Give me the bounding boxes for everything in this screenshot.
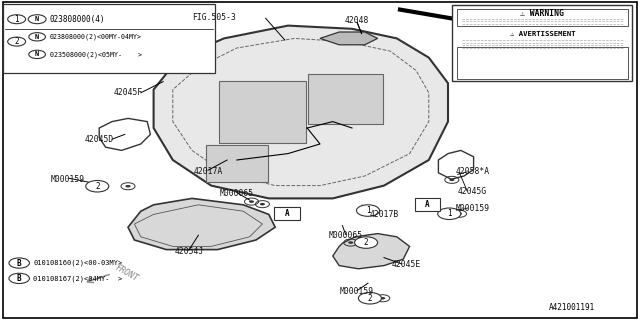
- Circle shape: [356, 205, 380, 216]
- Text: M000065: M000065: [328, 231, 363, 240]
- FancyBboxPatch shape: [457, 9, 628, 26]
- Circle shape: [380, 297, 385, 300]
- Text: 023808000(4): 023808000(4): [50, 15, 106, 24]
- Text: 010108167(2)<04MY-  >: 010108167(2)<04MY- >: [33, 275, 122, 282]
- FancyBboxPatch shape: [452, 5, 632, 81]
- Circle shape: [361, 243, 366, 245]
- Text: 42054J: 42054J: [174, 247, 204, 256]
- Text: M000065: M000065: [220, 189, 254, 198]
- Circle shape: [367, 297, 372, 300]
- FancyBboxPatch shape: [457, 47, 628, 79]
- Circle shape: [355, 237, 378, 248]
- Text: M000159: M000159: [50, 175, 84, 184]
- Text: 2: 2: [95, 182, 100, 191]
- Text: N: N: [35, 34, 39, 40]
- Text: B: B: [17, 274, 22, 283]
- FancyBboxPatch shape: [3, 2, 637, 318]
- Polygon shape: [333, 234, 410, 269]
- Text: 42017A: 42017A: [193, 167, 223, 176]
- Text: 42045E: 42045E: [392, 260, 421, 269]
- Circle shape: [95, 185, 100, 188]
- Polygon shape: [154, 26, 448, 198]
- Text: 42058*A: 42058*A: [455, 167, 490, 176]
- Text: 2: 2: [364, 238, 369, 247]
- Text: A421001191: A421001191: [548, 303, 595, 312]
- Text: 1: 1: [14, 15, 19, 24]
- Text: 42048: 42048: [345, 16, 369, 25]
- Circle shape: [249, 200, 254, 203]
- Circle shape: [447, 212, 452, 215]
- Text: 42045G: 42045G: [458, 187, 487, 196]
- FancyBboxPatch shape: [219, 81, 306, 143]
- Polygon shape: [320, 32, 378, 45]
- Text: 2: 2: [14, 37, 19, 46]
- Text: 1: 1: [447, 209, 452, 218]
- Circle shape: [449, 179, 454, 181]
- Text: FRONT: FRONT: [113, 262, 140, 283]
- FancyBboxPatch shape: [3, 4, 215, 73]
- FancyBboxPatch shape: [308, 74, 383, 124]
- Text: B: B: [17, 259, 22, 268]
- Text: M000159: M000159: [455, 204, 490, 213]
- Text: 023808000(2)<00MY-04MY>: 023808000(2)<00MY-04MY>: [50, 34, 142, 40]
- Text: 42045F: 42045F: [113, 88, 143, 97]
- FancyBboxPatch shape: [274, 207, 300, 220]
- Circle shape: [457, 212, 462, 215]
- Circle shape: [358, 292, 381, 304]
- Circle shape: [348, 241, 353, 244]
- Text: 42017B: 42017B: [369, 210, 399, 219]
- FancyBboxPatch shape: [206, 145, 268, 182]
- Text: 2: 2: [367, 294, 372, 303]
- Text: 1: 1: [365, 206, 371, 215]
- Text: 42045D: 42045D: [84, 135, 114, 144]
- Circle shape: [260, 203, 265, 205]
- Text: N: N: [35, 52, 39, 57]
- FancyBboxPatch shape: [415, 198, 440, 211]
- Text: ⚠ WARNING: ⚠ WARNING: [520, 9, 564, 18]
- Text: A: A: [425, 200, 430, 209]
- Text: A: A: [284, 209, 289, 218]
- Text: N: N: [35, 16, 39, 22]
- Text: 010108160(2)<00-03MY>: 010108160(2)<00-03MY>: [33, 260, 122, 266]
- Text: 023508000(2)<05MY-    >: 023508000(2)<05MY- >: [50, 51, 142, 58]
- Circle shape: [125, 185, 131, 188]
- Text: FIG.505-3: FIG.505-3: [193, 13, 236, 22]
- Polygon shape: [128, 198, 275, 250]
- Circle shape: [86, 180, 109, 192]
- Text: M000159: M000159: [340, 287, 374, 296]
- Text: ⚠ AVERTISSEMENT: ⚠ AVERTISSEMENT: [509, 31, 575, 37]
- Circle shape: [438, 208, 461, 220]
